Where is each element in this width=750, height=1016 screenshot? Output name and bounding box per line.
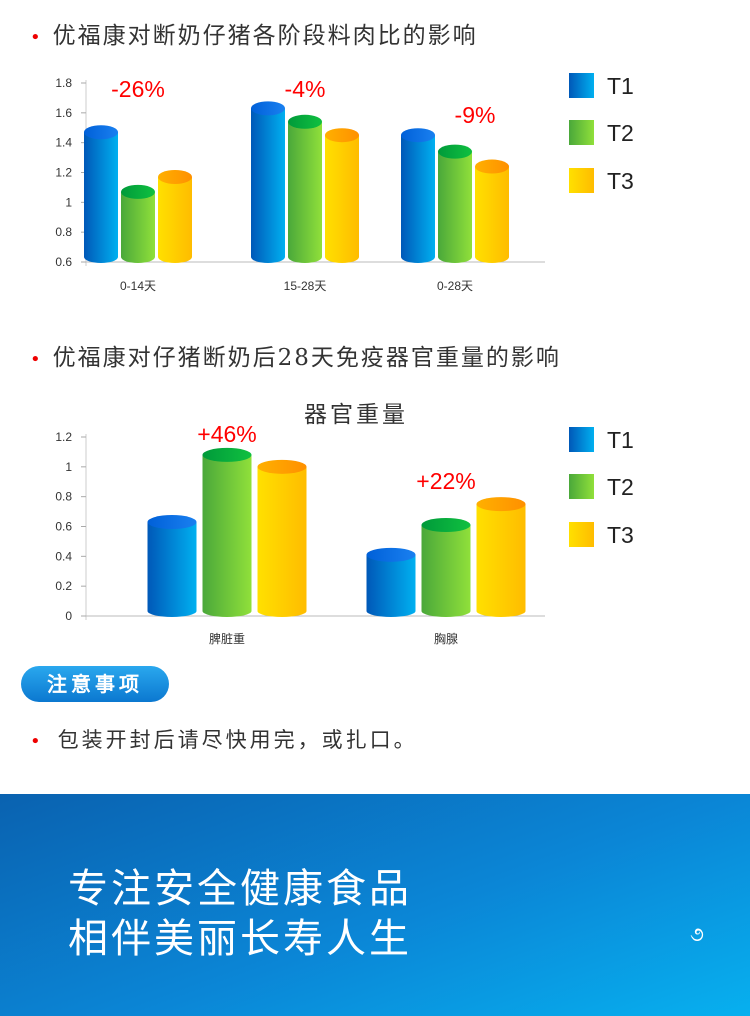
bar-T1 xyxy=(251,101,285,263)
bar-top xyxy=(257,459,307,474)
bar-top xyxy=(366,547,416,562)
bar-body xyxy=(475,166,509,257)
bar-T3 xyxy=(475,159,509,263)
change-annotation: +22% xyxy=(416,468,475,494)
bar-body xyxy=(121,191,155,257)
y-tick-label: 0.6 xyxy=(55,255,72,269)
bar-T1 xyxy=(147,515,197,617)
bar-top xyxy=(438,144,472,159)
bar-top xyxy=(476,497,526,512)
bullet-icon: • xyxy=(30,349,43,370)
bar-T2 xyxy=(202,447,252,617)
legend-swatch xyxy=(569,73,594,98)
bar-T3 xyxy=(257,459,307,617)
bullet-icon: • xyxy=(30,731,44,752)
legend-swatch xyxy=(569,168,594,193)
change-annotation: -4% xyxy=(285,76,326,102)
bar-T3 xyxy=(158,169,192,263)
y-tick-label: 0.2 xyxy=(55,579,72,593)
change-annotation: +46% xyxy=(197,421,256,447)
y-tick-label: 0.6 xyxy=(55,520,72,534)
section1-heading-text: 优福康对断奶仔猪各阶段料肉比的影响 xyxy=(52,23,478,49)
y-tick-label: 1.8 xyxy=(55,76,72,90)
organ-weight-chart: 器官重量 0 0.2 0.4 0.6 0.8 1 1.2 脾脏重 +46% 胸腺 +22% T1 T2 T3 xyxy=(55,401,634,646)
legend-swatch xyxy=(569,120,594,145)
bar-body xyxy=(288,121,322,258)
x-tick-label: 胸腺 xyxy=(434,631,458,646)
bar-top xyxy=(475,159,509,174)
notice-badge: 注意事项 xyxy=(21,666,169,702)
bar-body xyxy=(366,554,416,611)
section2-heading: • 优福康对仔猪断奶后28天免疫器官重量的影响 xyxy=(30,338,561,372)
legend-swatch xyxy=(569,474,594,499)
bar-top xyxy=(84,125,118,140)
legend-label: T1 xyxy=(607,73,634,99)
bar-top xyxy=(325,128,359,143)
legend-swatch xyxy=(569,522,594,547)
bar-T3 xyxy=(325,128,359,263)
legend-label: T2 xyxy=(607,120,634,146)
bar-top xyxy=(421,518,471,533)
section2-heading-text: 优福康对仔猪断奶后28天免疫器官重量的影响 xyxy=(52,345,561,371)
bar-T2 xyxy=(421,518,471,617)
footer-banner xyxy=(0,794,750,1016)
y-tick-label: 1 xyxy=(65,195,72,209)
bar-body xyxy=(251,108,285,257)
bar-T3 xyxy=(476,497,526,617)
y-tick-label: 0 xyxy=(65,609,72,623)
y-tick-label: 1.2 xyxy=(55,430,72,444)
bullet-icon: • xyxy=(30,27,43,48)
legend-label: T2 xyxy=(607,474,634,500)
legend-swatch xyxy=(569,427,594,452)
bar-body xyxy=(401,135,435,257)
bar-body xyxy=(158,176,192,257)
bar-top xyxy=(251,101,285,116)
swirl-icon: ૭ xyxy=(690,922,704,946)
y-tick-label: 1.2 xyxy=(55,166,72,180)
bar-body xyxy=(147,522,197,611)
x-tick-label: 脾脏重 xyxy=(209,631,245,646)
notice-text: 包装开封后请尽快用完，或扎口。 xyxy=(57,728,418,752)
x-tick-label: 15-28天 xyxy=(284,279,327,293)
legend-label: T1 xyxy=(607,427,634,453)
y-tick-label: 0.8 xyxy=(55,225,72,239)
bar-T2 xyxy=(288,114,322,263)
bar-body xyxy=(325,135,359,257)
bar-body xyxy=(202,454,252,611)
change-annotation: -9% xyxy=(455,102,496,128)
section1-heading: • 优福康对断奶仔猪各阶段料肉比的影响 xyxy=(30,16,478,50)
bar-body xyxy=(438,151,472,257)
bar-top xyxy=(401,128,435,143)
bar-T2 xyxy=(121,184,155,263)
y-tick-label: 1.4 xyxy=(55,136,72,150)
feed-ratio-chart: 0.6 0.8 1 1.2 1.4 1.6 1.8 0-14天 -26% 15-28天 -4% 0-2… xyxy=(55,73,634,293)
legend-label: T3 xyxy=(607,522,634,548)
legend-label: T3 xyxy=(607,168,634,194)
slogan-line2: 相伴美丽长寿人生 xyxy=(68,916,412,962)
slogan-line1: 专注安全健康食品 xyxy=(68,866,412,912)
bar-body xyxy=(257,466,307,611)
notice-item: • 包装开封后请尽快用完，或扎口。 xyxy=(30,724,418,754)
chart-title: 器官重量 xyxy=(304,401,408,427)
y-tick-label: 1 xyxy=(65,460,72,474)
y-tick-label: 1.6 xyxy=(55,106,72,120)
bar-T1 xyxy=(84,125,118,263)
bar-top xyxy=(158,169,192,184)
bar-body xyxy=(421,525,471,611)
bar-T1 xyxy=(401,128,435,263)
y-tick-label: 0.4 xyxy=(55,549,72,563)
bar-top xyxy=(121,184,155,199)
bar-T2 xyxy=(438,144,472,263)
x-tick-label: 0-14天 xyxy=(120,279,156,293)
bar-top xyxy=(202,447,252,462)
x-tick-label: 0-28天 xyxy=(437,279,473,293)
bar-body xyxy=(476,504,526,611)
bar-top xyxy=(147,515,197,530)
bar-top xyxy=(288,114,322,129)
y-tick-label: 0.8 xyxy=(55,490,72,504)
bar-T1 xyxy=(366,547,416,617)
bar-body xyxy=(84,132,118,257)
change-annotation: -26% xyxy=(111,76,165,102)
